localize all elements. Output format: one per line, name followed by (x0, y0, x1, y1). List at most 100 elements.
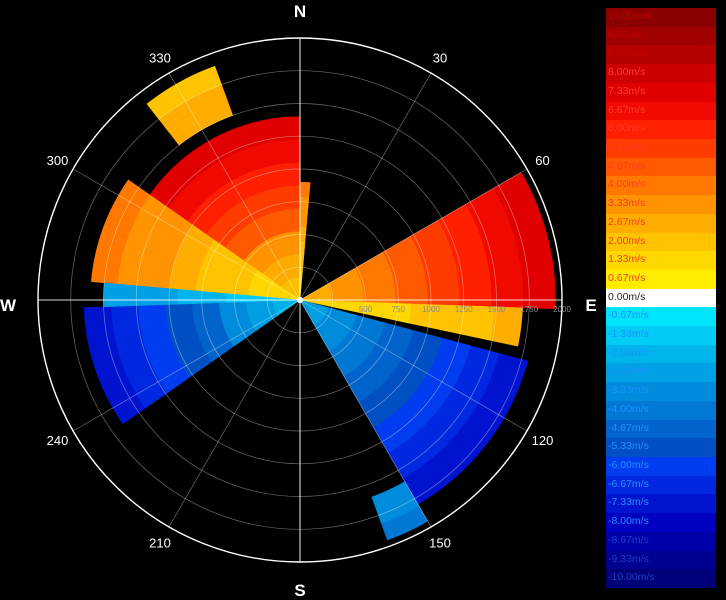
radial-spoke (299, 72, 432, 301)
velocity-bin-s3 (122, 179, 151, 202)
legend-swatch (606, 45, 716, 65)
legend-swatch (606, 176, 716, 196)
velocity-bin-s0 (294, 185, 301, 209)
legend-label: -6.00m/s (608, 459, 649, 472)
legend-entry: 6.67m/s (606, 101, 716, 121)
legend-swatch (606, 213, 716, 233)
bearing-label-210: 210 (149, 536, 171, 551)
legend-entry: -4.67m/s (606, 419, 716, 439)
legend-label: -8.00m/s (608, 515, 649, 528)
velocity-bin-s5 (490, 331, 520, 347)
legend-swatch (606, 251, 716, 270)
legend-swatch (606, 82, 716, 102)
legend-label: -0.67m/s (608, 309, 649, 322)
radial-spoke (299, 168, 528, 301)
legend-label: -9.33m/s (608, 552, 649, 565)
legend-entry: -9.33m/s (606, 550, 716, 570)
legend-label: 0.67m/s (608, 271, 646, 284)
range-label-500: 500 (359, 305, 373, 314)
legend-label: -8.67m/s (608, 533, 649, 546)
legend-label: -2.00m/s (608, 346, 649, 359)
velocity-bin-s1 (301, 255, 305, 271)
bearing-label-60: 60 (535, 153, 549, 168)
legend-entry: 3.33m/s (606, 195, 716, 214)
legend-label: 5.33m/s (608, 140, 646, 153)
legend-label: 4.00m/s (608, 178, 646, 191)
polar-labels: N E S W 30 60 120 150 210 240 300 330 500 750 1000… (0, 2, 597, 600)
legend-label: -5.33m/s (608, 440, 649, 453)
legend-label: -3.33m/s (608, 384, 649, 397)
legend-entry: 4.67m/s (606, 157, 716, 177)
range-label-1250: 1250 (455, 305, 473, 314)
legend-swatch (606, 569, 716, 588)
range-label-1500: 1500 (488, 305, 506, 314)
legend-entry: -3.33m/s (606, 382, 716, 401)
velocity-echo-layer (83, 65, 556, 541)
radar-origin (297, 297, 303, 303)
legend-label: -4.00m/s (608, 402, 649, 415)
range-label-2000: 2000 (553, 305, 571, 314)
legend-entry: -7.33m/s (606, 494, 716, 514)
legend-entry: -5.33m/s (606, 438, 716, 458)
legend-entry: -1.33m/s (606, 326, 716, 345)
legend-entry: 0.00m/s (606, 288, 716, 308)
legend-label: 8.00m/s (608, 66, 646, 79)
legend-label: -10.00m/s (608, 571, 655, 584)
radial-spoke (72, 168, 301, 301)
velocity-bin-s1 (302, 226, 307, 242)
velocity-bin-s4 (459, 291, 492, 301)
legend-swatch (606, 400, 716, 420)
bearing-label-240: 240 (47, 433, 69, 448)
legend-label: -7.33m/s (608, 496, 649, 509)
legend-swatch (606, 550, 716, 570)
cardinal-east-label: E (585, 296, 596, 315)
legend-label: -1.33m/s (608, 328, 649, 341)
velocity-bin-s9 (103, 282, 129, 292)
legend-swatch (606, 195, 716, 214)
radial-spoke (168, 299, 301, 528)
legend-swatch (606, 269, 716, 289)
legend-label: -6.67m/s (608, 477, 649, 490)
legend-swatch (606, 26, 716, 46)
legend-label: 3.33m/s (608, 197, 646, 210)
velocity-bin-s1 (301, 240, 306, 257)
legend-entry: 9.33m/s (606, 26, 716, 46)
legend-entry: -8.67m/s (606, 531, 716, 551)
legend-entry: 4.00m/s (606, 176, 716, 196)
range-label-750: 750 (392, 305, 406, 314)
velocity-bin-s0 (292, 139, 301, 163)
cardinal-north-label: N (294, 2, 306, 21)
velocity-bin-s0 (293, 162, 301, 186)
legend-entry: -8.00m/s (606, 513, 716, 532)
legend-entry: 1.33m/s (606, 251, 716, 270)
radial-spoke (168, 72, 301, 301)
legend-swatch (606, 138, 716, 158)
legend-swatch (606, 64, 716, 83)
legend-entry: 10.00m/s (606, 8, 716, 27)
legend-label: 0.00m/s (608, 290, 646, 303)
legend-label: 1.33m/s (608, 253, 646, 266)
velocity-bin-s4 (523, 299, 556, 310)
legend-label: 4.67m/s (608, 159, 646, 172)
legend-swatch (606, 475, 716, 495)
legend-entry: 8.67m/s (606, 45, 716, 65)
legend-swatch (606, 457, 716, 476)
legend-label: 7.33m/s (608, 84, 646, 97)
legend-entry: -10.00m/s (606, 569, 716, 588)
polar-grid (37, 37, 563, 563)
velocity-bin-s9 (103, 289, 129, 299)
legend-swatch (606, 363, 716, 383)
velocity-bin-s4 (523, 288, 556, 301)
velocity-bin-s4 (427, 292, 460, 301)
legend-label: 2.67m/s (608, 215, 646, 228)
legend-entry: -2.67m/s (606, 363, 716, 383)
legend-entry: -6.67m/s (606, 475, 716, 495)
bearing-label-300: 300 (47, 153, 69, 168)
legend-label: 10.00m/s (608, 10, 652, 22)
legend-label: 6.00m/s (608, 122, 646, 135)
legend-swatch (606, 438, 716, 458)
velocity-bin-s1 (304, 181, 311, 198)
legend-swatch (606, 513, 716, 532)
legend-swatch (606, 232, 716, 252)
